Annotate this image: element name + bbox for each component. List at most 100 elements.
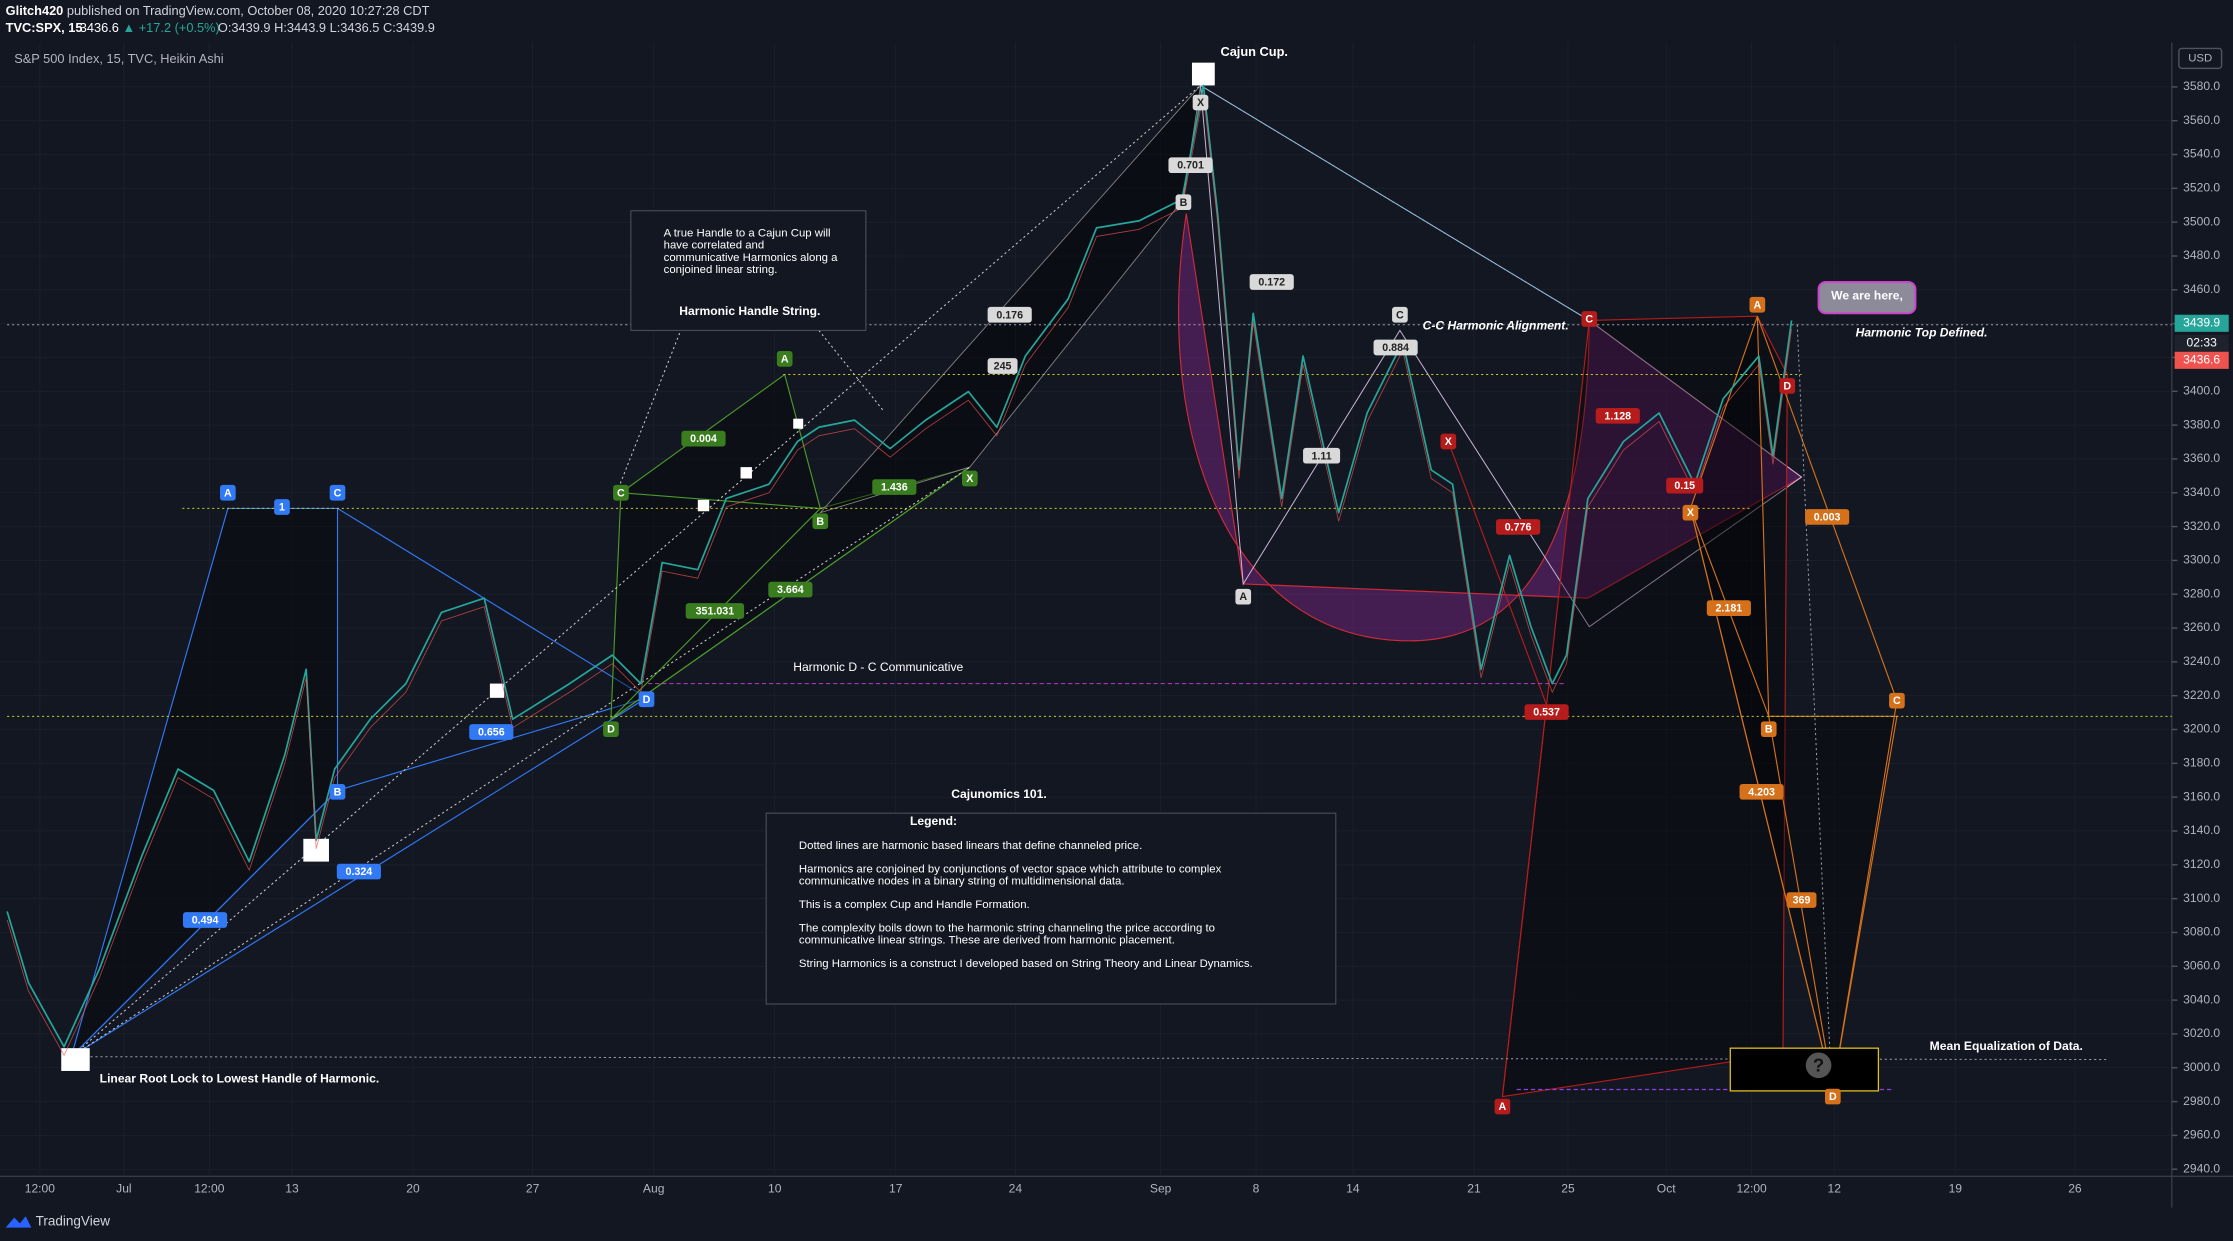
note-line: have correlated and — [664, 240, 765, 252]
pattern-label: B — [816, 516, 824, 528]
annotation: Harmonic Handle String. — [679, 304, 820, 318]
price-badge — [2174, 334, 2229, 352]
linear — [818, 330, 884, 411]
pattern-label-bg — [638, 691, 655, 708]
time-axis-label: Oct — [1657, 1181, 1676, 1195]
legend-line: String Harmonics is a construct I develo… — [799, 958, 1253, 970]
price-badge — [2174, 351, 2229, 369]
question-mark: ? — [1813, 1055, 1824, 1076]
pattern-label: C — [334, 487, 342, 499]
currency: USD — [2188, 52, 2212, 64]
pattern-label: 0.701 — [1177, 160, 1204, 172]
pattern-label: B — [1765, 724, 1773, 736]
pattern-label-bg — [987, 358, 1018, 374]
price-axis-label: 2940.0 — [2183, 1161, 2220, 1175]
note-line: conjoined linear string. — [664, 264, 778, 276]
pattern-label: A — [1239, 591, 1247, 603]
linear — [1796, 324, 1831, 1054]
time-axis-label: 24 — [1009, 1181, 1023, 1195]
pattern-label: 0.776 — [1505, 521, 1532, 533]
price-axis-label: 3400.0 — [2183, 383, 2220, 397]
pattern-label-bg — [1805, 509, 1850, 525]
pattern-label: 0.656 — [478, 727, 505, 739]
pattern-label-bg — [1760, 721, 1777, 737]
pattern-label: 2.181 — [1716, 603, 1743, 615]
legend-line: communicative nodes in a binary string o… — [799, 876, 1125, 888]
pattern-label-bg — [1494, 1098, 1511, 1115]
pattern-label-bg — [1666, 477, 1704, 494]
pattern-label: 1 — [279, 502, 285, 514]
labels: Glitch420 published on TradingView.com, O… — [5, 3, 2229, 1228]
price-axis-label: 3000.0 — [2183, 1060, 2220, 1074]
pattern-label-bg — [1786, 892, 1817, 908]
pattern-label-bg — [613, 484, 629, 501]
cup-rim-line — [1200, 84, 1590, 321]
pattern-label-bg — [961, 470, 978, 487]
price-axis-label: 3560.0 — [2183, 113, 2220, 127]
pattern-label: D — [607, 724, 615, 736]
price-badge-label: 02:33 — [2187, 335, 2218, 349]
question-icon — [1805, 1052, 1832, 1079]
price-axis-label: 3300.0 — [2183, 553, 2220, 567]
pattern-label: X — [966, 473, 974, 485]
price-axis-label: 3240.0 — [2183, 654, 2220, 668]
legend-line: This is a complex Cup and Handle Formati… — [799, 899, 1030, 911]
price-axis-label: 3520.0 — [2183, 181, 2220, 195]
pattern-label: 0.004 — [690, 433, 717, 445]
price-axis-label: 3280.0 — [2183, 586, 2220, 600]
marker — [740, 467, 752, 479]
time-axis-label: 10 — [768, 1181, 782, 1195]
linear — [70, 85, 1201, 1058]
pattern-label-bg — [872, 479, 917, 495]
price-badge — [2174, 314, 2229, 332]
time-axis-label: 20 — [406, 1181, 420, 1195]
time-axis-label: Jul — [116, 1181, 131, 1195]
pattern-label-bg — [274, 499, 290, 515]
time-axis-label: Aug — [643, 1181, 665, 1195]
pattern-label: 0.15 — [1674, 480, 1695, 492]
price-axis-label: 3080.0 — [2183, 925, 2220, 939]
price-badge-label: 3439.9 — [2183, 315, 2220, 329]
pattern-label: D — [1783, 380, 1791, 392]
pattern-label-bg — [469, 724, 514, 740]
pattern-label: D — [643, 694, 651, 706]
price-badge-label: 3436.6 — [2183, 353, 2220, 367]
pattern-label: X — [1687, 507, 1695, 519]
pattern-label-bg — [182, 912, 228, 928]
legend-line: The complexity boils down to the harmoni… — [799, 923, 1215, 935]
pattern-label-bg — [1682, 504, 1699, 521]
price-axis-label: 3540.0 — [2183, 147, 2220, 161]
annotation: Harmonic D - C Communicative — [793, 660, 963, 674]
price-axis-label: 3100.0 — [2183, 891, 2220, 905]
price-path-shadow — [6, 93, 1792, 1057]
series-legend: S&P 500 Index, 15, TVC, Heikin Ashi — [14, 51, 223, 66]
drawings: ? — [6, 62, 2172, 1098]
pattern-label-bg — [1373, 339, 1418, 356]
annotation: Harmonic Top Defined. — [1856, 325, 1988, 339]
footer-bar — [0, 1207, 2233, 1241]
price-axis-label: 3040.0 — [2183, 992, 2220, 1006]
pattern-label-bg — [1889, 692, 1905, 709]
pattern-label-bg — [776, 351, 793, 367]
published-line: published on TradingView.com, October 08… — [67, 3, 430, 18]
pattern-label-bg — [1496, 519, 1541, 535]
legend-line: Harmonics are conjoined by conjunctions … — [799, 863, 1222, 875]
note-line: communicative Harmonics along a — [664, 252, 839, 264]
price-axis-label: 3180.0 — [2183, 756, 2220, 770]
time-axis-label: 8 — [1253, 1181, 1260, 1195]
pattern-label: X — [1197, 97, 1205, 109]
pattern-label-bg — [1175, 194, 1192, 211]
marker — [303, 838, 329, 862]
pattern-label-bg — [1440, 433, 1457, 450]
pattern-label: 0.884 — [1382, 342, 1409, 354]
annotation: Cajunomics 101. — [951, 787, 1046, 801]
pattern-label-bg — [681, 430, 726, 447]
pattern-label-bg — [1168, 157, 1213, 174]
pattern-label-bg — [1739, 783, 1784, 800]
note-box — [630, 210, 867, 331]
equalization-box — [1729, 1047, 1880, 1092]
pattern-label-bg — [1303, 447, 1341, 464]
price-axis-label: 3320.0 — [2183, 519, 2220, 533]
pattern-label: 369 — [1793, 895, 1811, 907]
